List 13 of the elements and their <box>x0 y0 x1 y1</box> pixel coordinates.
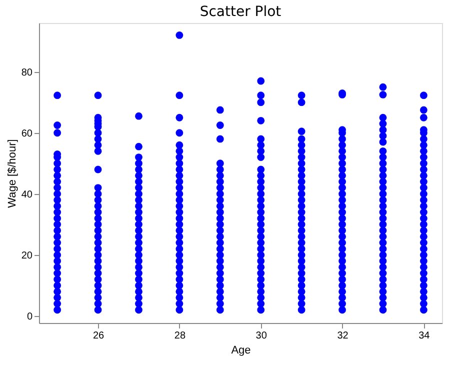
chart-title: Scatter Plot <box>200 4 282 20</box>
x-tick-label: 26 <box>92 330 105 342</box>
x-tick-label: 34 <box>418 330 430 342</box>
y-tick-label: 0 <box>26 311 33 322</box>
x-axis-title: Age <box>231 344 251 356</box>
y-axis-title: Wage [$/hour] <box>6 139 18 208</box>
y-tick-label: 60 <box>21 128 33 140</box>
x-tick-label: 30 <box>256 330 268 342</box>
y-tick-label: 40 <box>21 189 33 200</box>
x-tick-label: 28 <box>174 330 186 342</box>
y-tick-label: 20 <box>21 250 33 262</box>
x-tick-label: 32 <box>337 330 349 342</box>
y-tick-label: 80 <box>21 67 33 78</box>
